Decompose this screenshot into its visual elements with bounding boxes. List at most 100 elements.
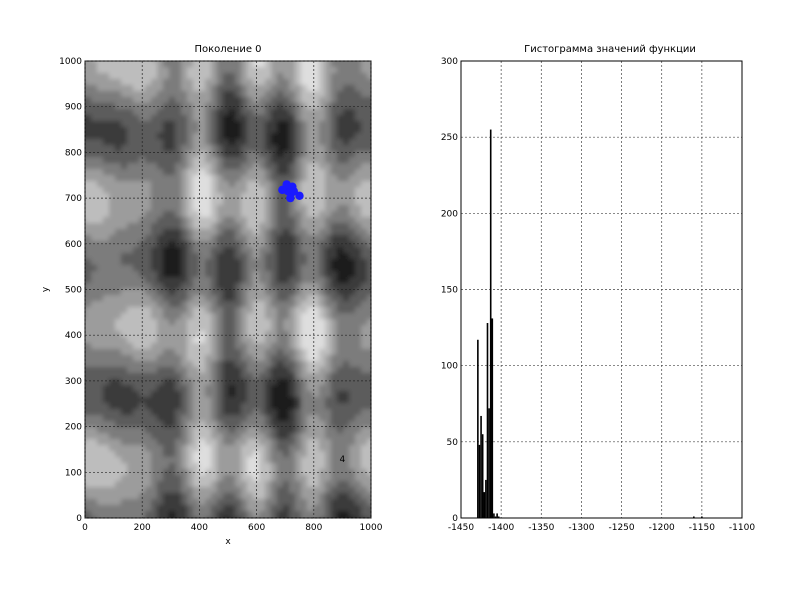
contour-cell: [199, 379, 206, 386]
contour-cell: [355, 433, 362, 440]
contour-cell: [361, 127, 368, 134]
contour-cell: [307, 277, 314, 284]
contour-cell: [277, 163, 284, 170]
contour-cell: [109, 427, 116, 434]
contour-cell: [259, 487, 266, 494]
contour-cell: [145, 253, 152, 260]
contour-cell: [265, 265, 272, 272]
contour-cell: [343, 415, 350, 422]
contour-cell: [121, 91, 128, 98]
contour-cell: [91, 145, 98, 152]
contour-cell: [115, 103, 122, 110]
histogram-x-tick-label: -1200: [649, 523, 675, 533]
contour-cell: [169, 301, 176, 308]
contour-cell: [103, 475, 110, 482]
contour-cell: [163, 193, 170, 200]
contour-cell: [337, 451, 344, 458]
contour-cell: [295, 451, 302, 458]
contour-cell: [241, 511, 248, 518]
contour-cell: [295, 277, 302, 284]
contour-cell: [265, 283, 272, 290]
contour-cell: [175, 445, 182, 452]
contour-cell: [319, 463, 326, 470]
contour-cell: [193, 115, 200, 122]
contour-cell: [133, 319, 140, 326]
contour-cell: [193, 427, 200, 434]
contour-cell: [259, 145, 266, 152]
contour-cell: [217, 181, 224, 188]
contour-cell: [217, 379, 224, 386]
contour-cell: [247, 325, 254, 332]
contour-cell: [277, 451, 284, 458]
contour-cell: [235, 175, 242, 182]
contour-cell: [205, 67, 212, 74]
contour-cell: [175, 379, 182, 386]
contour-cell: [241, 265, 248, 272]
contour-cell: [121, 277, 128, 284]
contour-cell: [169, 199, 176, 206]
contour-cell: [127, 451, 134, 458]
contour-cell: [313, 259, 320, 266]
contour-cell: [349, 247, 356, 254]
contour-cell: [115, 379, 122, 386]
contour-cell: [181, 109, 188, 116]
contour-cell: [157, 265, 164, 272]
contour-cell: [235, 439, 242, 446]
contour-cell: [373, 343, 380, 350]
contour-cell: [247, 103, 254, 110]
contour-cell: [163, 325, 170, 332]
contour-cell: [91, 133, 98, 140]
contour-cell: [355, 103, 362, 110]
contour-cell: [259, 451, 266, 458]
contour-cell: [229, 157, 236, 164]
contour-cell: [235, 145, 242, 152]
contour-cell: [109, 169, 116, 176]
contour-cell: [217, 229, 224, 236]
contour-cell: [289, 313, 296, 320]
contour-cell: [247, 115, 254, 122]
contour-cell: [187, 139, 194, 146]
contour-cell: [235, 493, 242, 500]
contour-cell: [229, 331, 236, 338]
contour-cell: [133, 361, 140, 368]
contour-cell: [325, 229, 332, 236]
contour-cell: [301, 145, 308, 152]
contour-cell: [121, 151, 128, 158]
contour-cell: [301, 217, 308, 224]
contour-cell: [163, 523, 170, 530]
contour-cell: [163, 163, 170, 170]
contour-cell: [187, 211, 194, 218]
contour-cell: [313, 91, 320, 98]
contour-cell: [103, 505, 110, 512]
contour-cell: [91, 235, 98, 242]
contour-cell: [85, 265, 92, 272]
contour-cell: [181, 349, 188, 356]
contour-cell: [163, 145, 170, 152]
contour-cell: [145, 241, 152, 248]
contour-cell: [211, 307, 218, 314]
contour-cell: [301, 253, 308, 260]
contour-cell: [217, 499, 224, 506]
contour-cell: [373, 313, 380, 320]
contour-cell: [247, 133, 254, 140]
contour-cell: [169, 289, 176, 296]
contour-cell: [367, 163, 371, 170]
contour-cell: [145, 391, 152, 398]
contour-y-axis-label: y: [41, 286, 51, 292]
contour-cell: [313, 505, 320, 512]
contour-cell: [259, 355, 266, 362]
contour-cell: [265, 391, 272, 398]
contour-cell: [325, 415, 332, 422]
contour-cell: [343, 343, 350, 350]
contour-cell: [133, 133, 140, 140]
contour-cell: [235, 307, 242, 314]
contour-cell: [157, 259, 164, 266]
contour-cell: [163, 409, 170, 416]
contour-cell: [97, 241, 104, 248]
contour-cell: [367, 169, 371, 176]
contour-cell: [247, 421, 254, 428]
contour-cell: [325, 139, 332, 146]
contour-cell: [247, 139, 254, 146]
contour-cell: [193, 109, 200, 116]
contour-cell: [343, 439, 350, 446]
